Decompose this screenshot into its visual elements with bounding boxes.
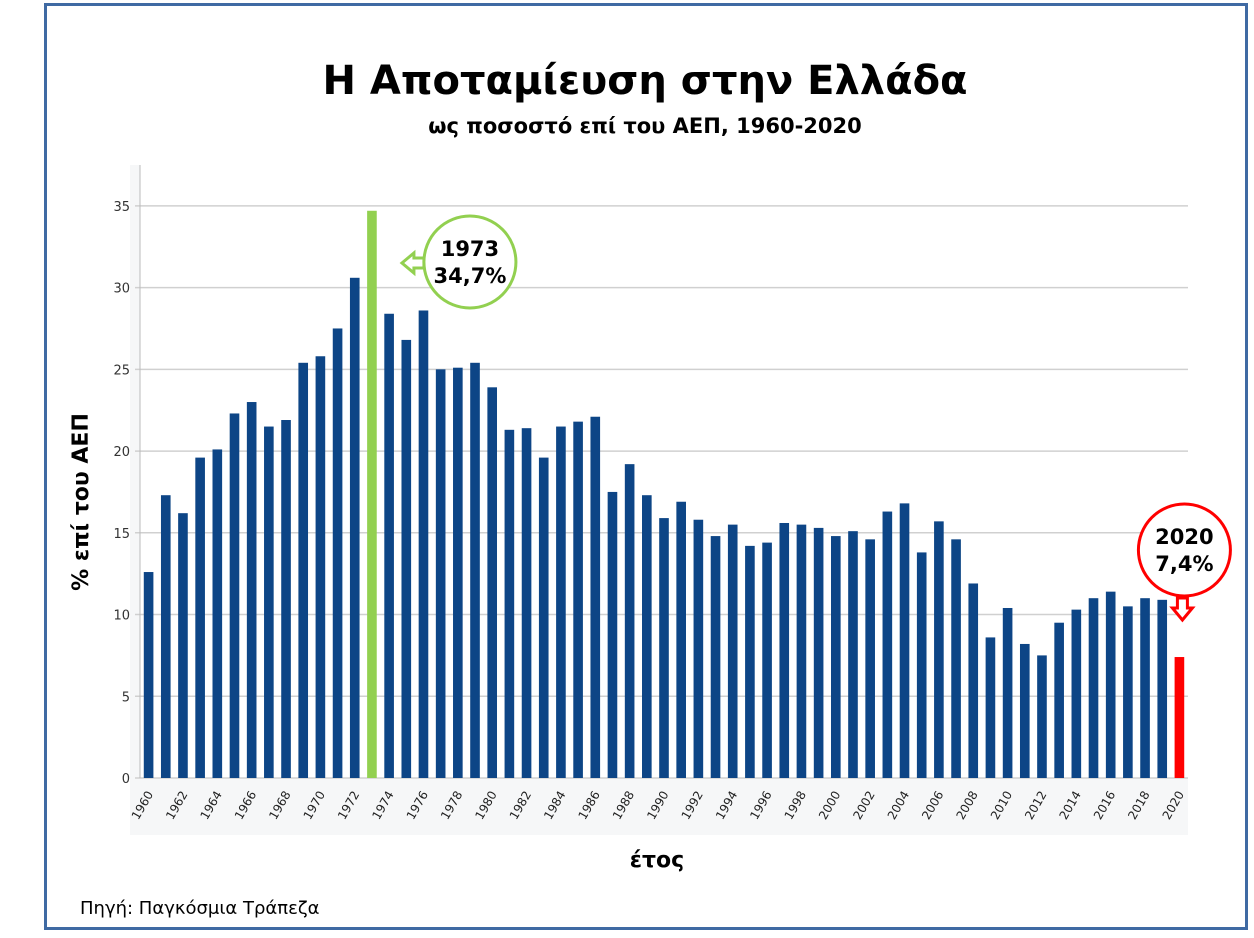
annotation-layer: 1973 34,7% 2020 7,4%	[399, 214, 1232, 623]
bar-2005	[916, 552, 927, 778]
bar-2007	[951, 539, 961, 778]
bar-1981	[504, 429, 515, 778]
bar-1979	[470, 362, 480, 778]
bar-1975	[401, 339, 412, 778]
bar-1960	[143, 572, 154, 778]
bar-1997	[779, 522, 790, 778]
source-note: Πηγή: Παγκόσμια Τράπεζα	[80, 898, 320, 919]
bar-1976	[418, 310, 429, 778]
bar-2002	[865, 539, 875, 778]
bar-1990	[659, 518, 669, 778]
bar-1977	[435, 369, 446, 778]
y-tick-label: 10	[113, 609, 130, 624]
bar-2003	[882, 511, 893, 778]
bar-1982	[521, 428, 532, 778]
bar-1973	[367, 210, 377, 779]
annotation-value: 7,4%	[1155, 552, 1213, 576]
bars-layer	[143, 210, 1185, 779]
bar-1961	[160, 495, 171, 778]
bar-1984	[556, 426, 566, 778]
bar-2008	[968, 583, 979, 778]
bar-1974	[384, 313, 394, 778]
bar-1965	[229, 413, 240, 778]
bar-1987	[607, 491, 618, 778]
bar-1986	[590, 416, 601, 778]
bar-2017	[1123, 606, 1133, 778]
bar-1980	[487, 387, 498, 778]
bar-1998	[796, 524, 807, 778]
bar-2000	[830, 536, 841, 778]
bar-2018	[1140, 598, 1150, 778]
bar-1985	[573, 421, 583, 778]
bar-2019	[1157, 599, 1168, 778]
y-tick-label: 30	[113, 282, 130, 297]
bar-2001	[848, 531, 858, 778]
annotation-value: 34,7%	[434, 264, 507, 288]
bar-1963	[195, 457, 205, 778]
bar-1968	[281, 420, 291, 778]
bar-1988	[624, 464, 635, 778]
bar-1991	[676, 501, 686, 778]
ytick-layer: 0 5 10 15 20 25 30 35	[113, 200, 130, 787]
annotation-circle	[1136, 502, 1232, 598]
y-tick-label: 35	[113, 200, 130, 215]
bar-1999	[813, 527, 824, 778]
bar-1971	[332, 328, 343, 778]
y-tick-label: 25	[113, 363, 130, 378]
chart-subtitle: ως ποσοστό επί του ΑΕΠ, 1960-2020	[428, 114, 862, 138]
annotation-year: 2020	[1155, 525, 1213, 549]
y-tick-label: 5	[122, 690, 130, 705]
x-axis-title: έτος	[630, 848, 684, 873]
bar-2020	[1174, 657, 1185, 778]
bar-1972	[349, 277, 360, 778]
bar-1994	[727, 524, 738, 778]
y-axis-title: % επί του ΑΕΠ	[69, 413, 94, 591]
y-tick-label: 0	[122, 772, 130, 787]
annotation-circle	[422, 214, 518, 310]
bar-2016	[1105, 591, 1116, 778]
bar-1993	[710, 536, 721, 778]
bar-2009	[985, 637, 996, 778]
bar-1969	[298, 362, 309, 778]
bar-1966	[246, 402, 257, 778]
bar-1964	[212, 449, 223, 778]
y-tick-label: 20	[113, 445, 130, 460]
bar-1992	[693, 519, 704, 778]
chart-title: Η Αποταμίευση στην Ελλάδα	[322, 58, 968, 104]
y-tick-label: 15	[113, 527, 130, 542]
bar-2004	[899, 503, 910, 778]
annotation-year: 1973	[441, 237, 499, 261]
annotation-arrow	[1169, 596, 1196, 623]
bar-2014	[1071, 609, 1082, 778]
bar-1989	[642, 495, 652, 778]
bar-1962	[178, 513, 188, 778]
bar-1967	[264, 426, 274, 778]
bar-1983	[538, 457, 549, 778]
bar-2006	[934, 521, 944, 778]
chart-frame	[44, 3, 1248, 930]
bar-2011	[1019, 643, 1030, 778]
bar-2015	[1088, 598, 1099, 778]
bar-1996	[762, 542, 772, 778]
bar-2012	[1037, 655, 1047, 778]
bar-2013	[1054, 622, 1064, 778]
bar-1978	[453, 367, 463, 778]
bar-1995	[745, 545, 755, 778]
bar-2010	[1002, 607, 1013, 778]
bar-1970	[315, 356, 326, 778]
